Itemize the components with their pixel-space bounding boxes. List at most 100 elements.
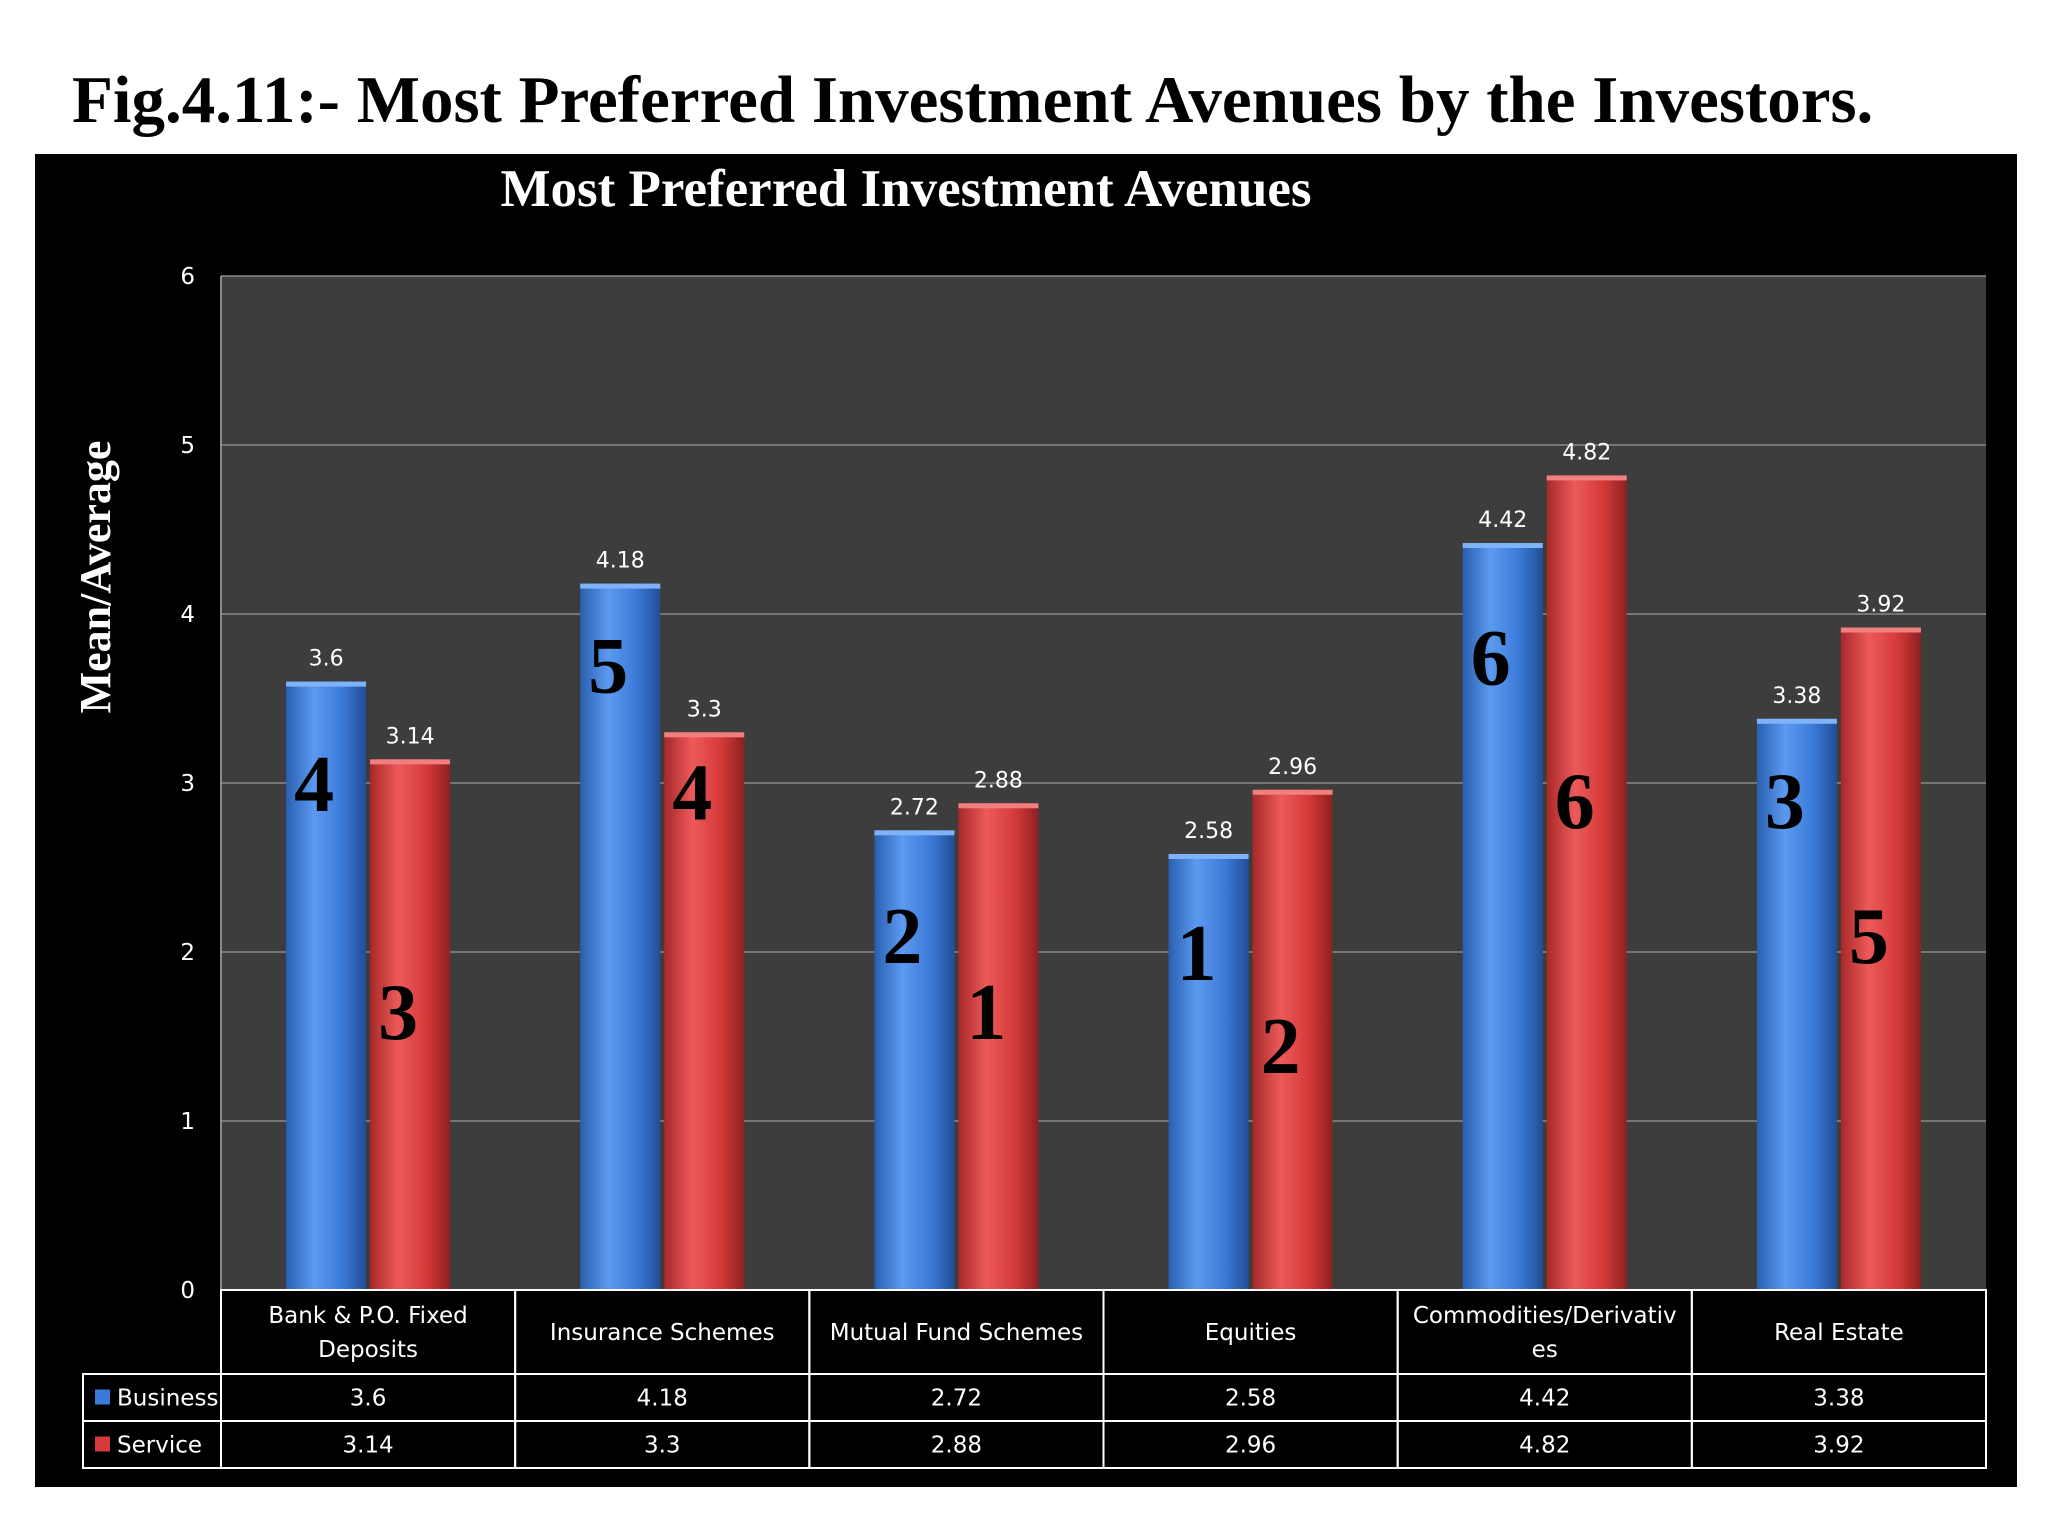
table-value: 4.42 (1519, 1386, 1570, 1412)
rank-label: 5 (588, 623, 628, 711)
bar-top (1546, 475, 1627, 481)
bar-top (664, 732, 745, 738)
data-label: 3.38 (1772, 684, 1821, 709)
rank-label: 4 (672, 749, 712, 837)
category-label-line: Bank & P.O. Fixed (268, 1303, 467, 1329)
bar-business: 2.72 (874, 795, 955, 1290)
data-label: 3.14 (386, 724, 435, 749)
table-value: 2.88 (931, 1433, 982, 1459)
data-label: 3.6 (309, 647, 344, 672)
table-value: 2.72 (931, 1386, 982, 1412)
data-label: 4.18 (596, 549, 645, 574)
rank-label: 3 (378, 969, 418, 1057)
bar-business: 4.42 (1462, 508, 1543, 1290)
table-value-cell (1690, 1420, 1988, 1469)
bar-body (1168, 853, 1249, 1290)
bar-top (1462, 543, 1543, 549)
rank-label: 6 (1471, 614, 1511, 702)
table-category-label: Commodities/Derivativ es (1413, 1303, 1677, 1363)
data-label: 2.72 (890, 795, 939, 820)
bar-top (1168, 853, 1249, 859)
table-category-label: Insurance Schemes (550, 1320, 775, 1346)
bar-business: 2.58 (1168, 819, 1249, 1290)
y-tick-label: 4 (180, 602, 195, 628)
legend-series-name: Business (117, 1386, 218, 1412)
bar-top (1840, 627, 1921, 633)
rank-label: 1 (1177, 910, 1217, 998)
legend-swatch-service (95, 1436, 110, 1452)
rank-label: 2 (1261, 1003, 1301, 1091)
bar-top (286, 681, 367, 687)
category-label-line: Equities (1205, 1320, 1297, 1346)
bar-top (370, 759, 451, 765)
rank-label: 6 (1555, 758, 1595, 846)
table-value: 4.82 (1519, 1433, 1570, 1459)
bar-service: 3.92 (1840, 593, 1921, 1290)
bar-body (286, 681, 367, 1290)
category-label-line: Commodities/Derivativ (1413, 1303, 1677, 1329)
table-value: 3.14 (342, 1433, 393, 1459)
y-axis-label: Mean/Average (71, 441, 120, 714)
bar-service: 3.3 (664, 697, 745, 1290)
category-label-line: Real Estate (1774, 1320, 1904, 1346)
table-category-label: Real Estate (1774, 1320, 1904, 1346)
data-label: 3.3 (687, 697, 722, 722)
category-label-line: Mutual Fund Schemes (830, 1320, 1083, 1346)
data-label: 4.82 (1562, 440, 1611, 465)
category-label-line: Deposits (318, 1337, 418, 1363)
y-tick-label: 1 (180, 1109, 195, 1135)
data-label: 3.92 (1856, 593, 1905, 618)
y-tick-label: 0 (180, 1278, 195, 1304)
table-value: 2.96 (1225, 1433, 1276, 1459)
table-value: 3.38 (1813, 1386, 1864, 1412)
y-tick-label: 5 (180, 433, 195, 459)
table-value: 2.58 (1225, 1386, 1276, 1412)
table-value: 3.3 (644, 1433, 681, 1459)
bar-body (370, 759, 451, 1290)
category-label-line: Insurance Schemes (550, 1320, 775, 1346)
legend-series-name: Service (117, 1433, 202, 1459)
legend-swatch-business (95, 1389, 110, 1405)
bar-body (958, 803, 1039, 1290)
y-tick-label: 3 (180, 771, 195, 797)
bar-top (1756, 718, 1837, 724)
table-category-label: Mutual Fund Schemes (830, 1320, 1083, 1346)
table-value: 4.18 (637, 1386, 688, 1412)
bar-business: 3.38 (1756, 684, 1837, 1290)
bar-body (580, 583, 661, 1290)
bar-body (874, 830, 955, 1290)
table-category-label: Equities (1205, 1320, 1297, 1346)
bar-body (1756, 718, 1837, 1290)
bar-body (1462, 543, 1543, 1290)
bar-body (1252, 789, 1333, 1290)
bar-service: 2.96 (1252, 755, 1333, 1290)
data-label: 2.58 (1184, 819, 1233, 844)
bar-service: 2.88 (958, 768, 1039, 1290)
data-table: Bank & P.O. Fixed Deposits Insurance Schem… (82, 1289, 1988, 1469)
rank-label: 5 (1849, 893, 1889, 981)
rank-label: 3 (1765, 758, 1805, 846)
bar-body (1840, 627, 1921, 1290)
category-label-line: es (1532, 1337, 1558, 1363)
bar-top (1252, 789, 1333, 795)
bar-service: 4.82 (1546, 440, 1627, 1290)
figure-caption: Fig.4.11:- Most Preferred Investment Ave… (72, 63, 1874, 137)
y-tick-label: 6 (180, 264, 195, 290)
data-label: 2.88 (974, 768, 1023, 793)
y-axis-ticks: 0 1 2 3 4 5 6 (180, 264, 195, 1304)
bar-body (664, 732, 745, 1290)
rank-label: 4 (294, 741, 334, 829)
bar-business: 3.6 (286, 647, 367, 1290)
table-category-label: Bank & P.O. Fixed Deposits (268, 1303, 467, 1363)
data-label: 2.96 (1268, 755, 1317, 780)
table-value: 3.92 (1813, 1433, 1864, 1459)
rank-label: 2 (882, 893, 922, 981)
data-label: 4.42 (1478, 508, 1527, 533)
bar-service: 3.14 (370, 724, 451, 1290)
bar-top (958, 803, 1039, 809)
bar-top (874, 830, 955, 836)
bar-business: 4.18 (580, 549, 661, 1290)
bar-body (1546, 475, 1627, 1290)
